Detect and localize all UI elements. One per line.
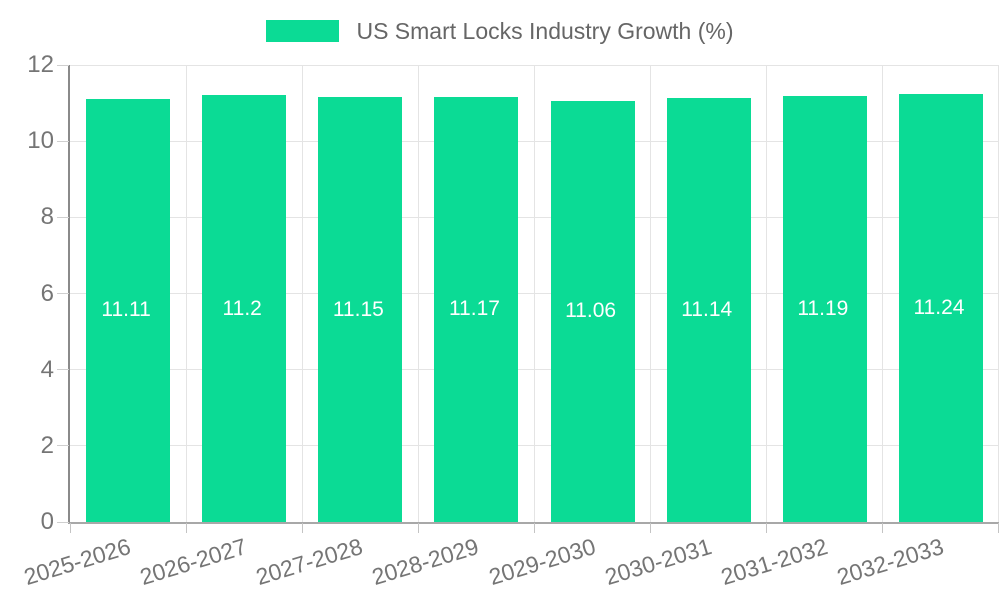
y-axis-tick [57, 64, 69, 66]
x-axis-tick [650, 523, 652, 533]
bar-value-label: 11.24 [913, 295, 965, 319]
plot-area [57, 64, 999, 533]
y-axis-label: 2 [40, 431, 54, 459]
bar-value-label: 11.14 [681, 297, 733, 321]
y-axis-label: 6 [40, 279, 54, 307]
bar-value-label: 11.2 [222, 296, 262, 320]
x-axis-tick [882, 523, 884, 533]
bar-value-label: 11.15 [332, 297, 384, 321]
x-gridline [417, 65, 419, 522]
x-axis-tick [417, 523, 419, 533]
bar-2027-2028[interactable] [318, 97, 403, 522]
bar-2030-2031[interactable] [666, 97, 751, 522]
bar-2029-2030[interactable] [550, 100, 635, 522]
x-axis-tick [185, 523, 187, 533]
y-axis-tick [57, 216, 69, 218]
y-axis-label: 8 [40, 203, 54, 231]
x-gridline [882, 65, 884, 522]
y-axis-label: 10 [27, 127, 54, 155]
bar-2032-2033[interactable] [898, 93, 983, 522]
y-axis-tick [57, 293, 69, 294]
bar-2031-2032[interactable] [782, 95, 867, 522]
x-axis-tick [534, 523, 535, 533]
y-axis-label: 4 [40, 355, 54, 383]
x-gridline [766, 65, 768, 522]
bar-value-label: 11.11 [101, 298, 151, 322]
y-axis-tick [57, 140, 69, 142]
bar-2026-2027[interactable] [202, 95, 287, 522]
bar-value-label: 11.06 [565, 299, 617, 323]
chart-legend[interactable]: US Smart Locks Industry Growth (%) [0, 16, 1000, 46]
bar-value-label: 11.19 [797, 296, 849, 320]
x-gridline [650, 65, 652, 522]
x-gridline [185, 65, 187, 522]
y-axis-tick [57, 445, 69, 447]
bar-2025-2026[interactable] [86, 98, 171, 522]
x-gridline [998, 65, 999, 522]
y-axis-label: 12 [27, 51, 54, 78]
y-axis-tick [57, 521, 69, 523]
x-axis-tick [998, 523, 999, 533]
bar-2028-2029[interactable] [434, 96, 519, 522]
legend-label: US Smart Locks Industry Growth (%) [356, 18, 734, 44]
y-axis-tick [57, 369, 69, 371]
x-gridline [534, 65, 535, 522]
y-axis-label: 0 [40, 508, 54, 535]
x-axis-tick [766, 523, 768, 533]
x-axis-tick [69, 523, 71, 533]
legend-swatch [266, 20, 340, 42]
x-axis-tick [301, 523, 303, 533]
bar-value-label: 11.17 [448, 297, 500, 321]
x-gridline [301, 65, 303, 522]
